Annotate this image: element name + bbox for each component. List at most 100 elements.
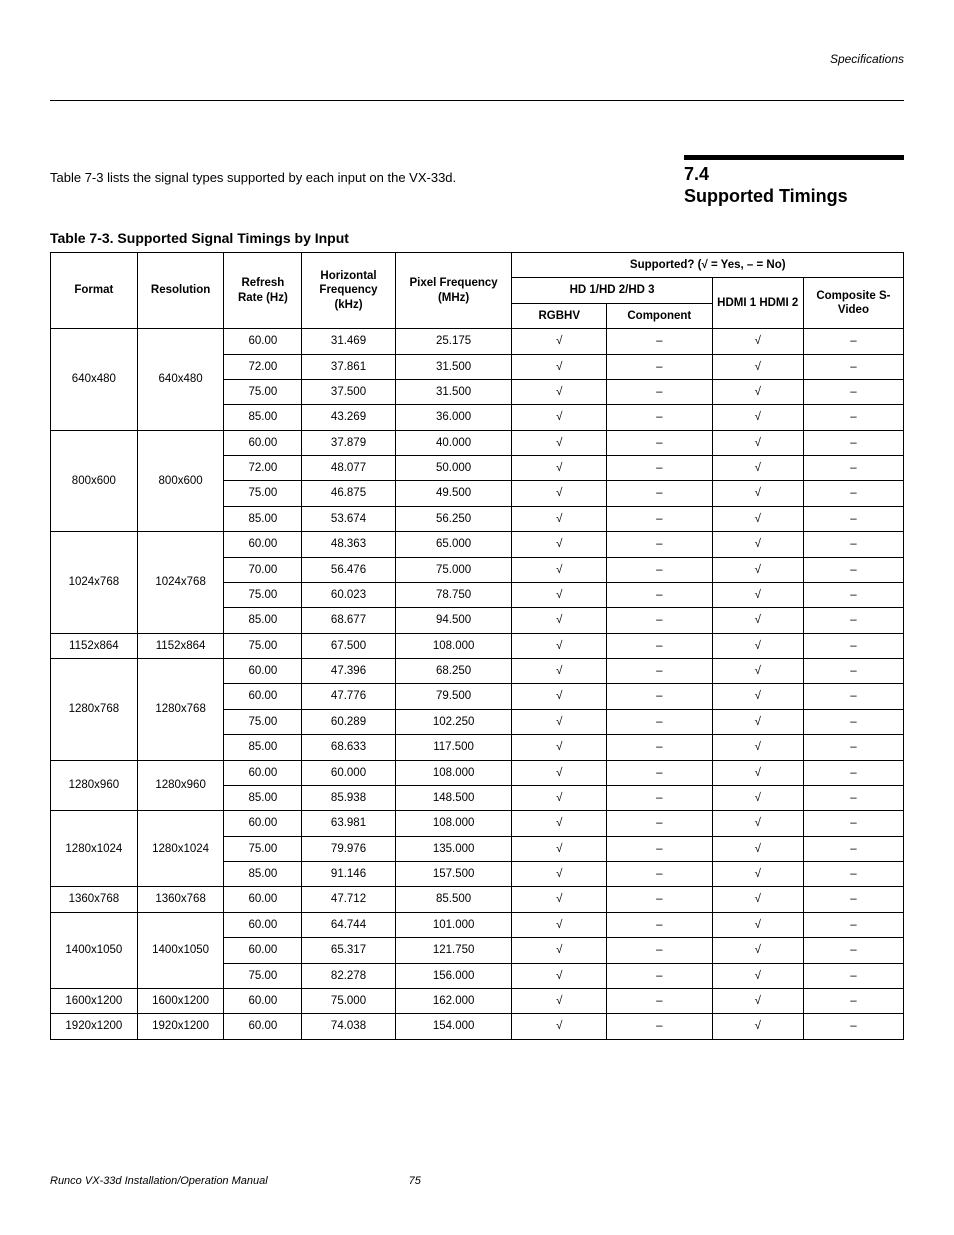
cell-hfreq: 91.146	[302, 862, 395, 887]
cell-refresh: 75.00	[224, 379, 302, 404]
cell-composite: –	[803, 354, 903, 379]
col-header-resolution: Resolution	[137, 253, 224, 329]
cell-resolution: 640x480	[137, 329, 224, 431]
cell-hfreq: 56.476	[302, 557, 395, 582]
cell-composite: –	[803, 1014, 903, 1039]
col-header-composite: Composite S-Video	[803, 278, 903, 329]
cell-resolution: 1280x768	[137, 659, 224, 761]
cell-refresh: 75.00	[224, 481, 302, 506]
cell-rgbhv: √	[512, 430, 607, 455]
cell-hdmi: √	[712, 684, 803, 709]
cell-rgbhv: √	[512, 354, 607, 379]
cell-component: –	[607, 811, 713, 836]
cell-composite: –	[803, 735, 903, 760]
cell-hdmi: √	[712, 811, 803, 836]
cell-refresh: 85.00	[224, 405, 302, 430]
cell-pfreq: 36.000	[395, 405, 512, 430]
cell-pfreq: 157.500	[395, 862, 512, 887]
cell-component: –	[607, 912, 713, 937]
cell-resolution: 1920x1200	[137, 1014, 224, 1039]
cell-pfreq: 101.000	[395, 912, 512, 937]
cell-composite: –	[803, 988, 903, 1013]
cell-rgbhv: √	[512, 938, 607, 963]
cell-component: –	[607, 557, 713, 582]
cell-format: 1280x768	[51, 659, 138, 761]
cell-pfreq: 56.250	[395, 506, 512, 531]
cell-hdmi: √	[712, 354, 803, 379]
cell-component: –	[607, 633, 713, 658]
cell-component: –	[607, 379, 713, 404]
cell-hfreq: 31.469	[302, 329, 395, 354]
cell-refresh: 70.00	[224, 557, 302, 582]
cell-hdmi: √	[712, 862, 803, 887]
cell-format: 1152x864	[51, 633, 138, 658]
cell-rgbhv: √	[512, 532, 607, 557]
cell-resolution: 1280x1024	[137, 811, 224, 887]
cell-format: 1920x1200	[51, 1014, 138, 1039]
cell-rgbhv: √	[512, 481, 607, 506]
cell-refresh: 60.00	[224, 684, 302, 709]
cell-component: –	[607, 354, 713, 379]
cell-hdmi: √	[712, 760, 803, 785]
cell-composite: –	[803, 506, 903, 531]
cell-rgbhv: √	[512, 836, 607, 861]
col-header-pfreq: Pixel Frequency (MHz)	[395, 253, 512, 329]
cell-component: –	[607, 887, 713, 912]
cell-refresh: 60.00	[224, 988, 302, 1013]
cell-composite: –	[803, 811, 903, 836]
cell-pfreq: 49.500	[395, 481, 512, 506]
cell-format: 1600x1200	[51, 988, 138, 1013]
cell-pfreq: 156.000	[395, 963, 512, 988]
cell-rgbhv: √	[512, 760, 607, 785]
cell-rgbhv: √	[512, 659, 607, 684]
table-row: 1152x8641152x86475.0067.500108.000√–√–	[51, 633, 904, 658]
cell-hfreq: 68.633	[302, 735, 395, 760]
cell-refresh: 75.00	[224, 963, 302, 988]
cell-refresh: 75.00	[224, 633, 302, 658]
cell-composite: –	[803, 405, 903, 430]
cell-rgbhv: √	[512, 557, 607, 582]
cell-composite: –	[803, 532, 903, 557]
cell-hdmi: √	[712, 836, 803, 861]
cell-pfreq: 78.750	[395, 582, 512, 607]
cell-composite: –	[803, 379, 903, 404]
cell-component: –	[607, 405, 713, 430]
cell-hdmi: √	[712, 379, 803, 404]
cell-hdmi: √	[712, 785, 803, 810]
cell-component: –	[607, 988, 713, 1013]
cell-rgbhv: √	[512, 811, 607, 836]
intro-text: Table 7-3 lists the signal types support…	[50, 170, 456, 185]
cell-component: –	[607, 659, 713, 684]
table-row: 800x600800x60060.0037.87940.000√–√–	[51, 430, 904, 455]
cell-rgbhv: √	[512, 709, 607, 734]
cell-composite: –	[803, 582, 903, 607]
cell-hdmi: √	[712, 405, 803, 430]
page: Specifications Table 7-3 lists the signa…	[0, 0, 954, 1235]
col-header-component: Component	[607, 303, 713, 328]
cell-component: –	[607, 760, 713, 785]
cell-hdmi: √	[712, 430, 803, 455]
cell-refresh: 75.00	[224, 709, 302, 734]
cell-hdmi: √	[712, 988, 803, 1013]
cell-component: –	[607, 456, 713, 481]
cell-component: –	[607, 532, 713, 557]
cell-component: –	[607, 684, 713, 709]
table-row: 640x480640x48060.0031.46925.175√–√–	[51, 329, 904, 354]
cell-hdmi: √	[712, 532, 803, 557]
col-header-hfreq: Horizontal Frequency (kHz)	[302, 253, 395, 329]
cell-pfreq: 162.000	[395, 988, 512, 1013]
cell-rgbhv: √	[512, 506, 607, 531]
cell-hdmi: √	[712, 1014, 803, 1039]
table-body: 640x480640x48060.0031.46925.175√–√–72.00…	[51, 329, 904, 1040]
cell-pfreq: 94.500	[395, 608, 512, 633]
cell-pfreq: 75.000	[395, 557, 512, 582]
cell-hdmi: √	[712, 481, 803, 506]
cell-hfreq: 43.269	[302, 405, 395, 430]
cell-resolution: 1360x768	[137, 887, 224, 912]
cell-refresh: 60.00	[224, 659, 302, 684]
cell-composite: –	[803, 862, 903, 887]
cell-hfreq: 75.000	[302, 988, 395, 1013]
cell-composite: –	[803, 760, 903, 785]
table-row: 1600x12001600x120060.0075.000162.000√–√–	[51, 988, 904, 1013]
cell-refresh: 60.00	[224, 811, 302, 836]
